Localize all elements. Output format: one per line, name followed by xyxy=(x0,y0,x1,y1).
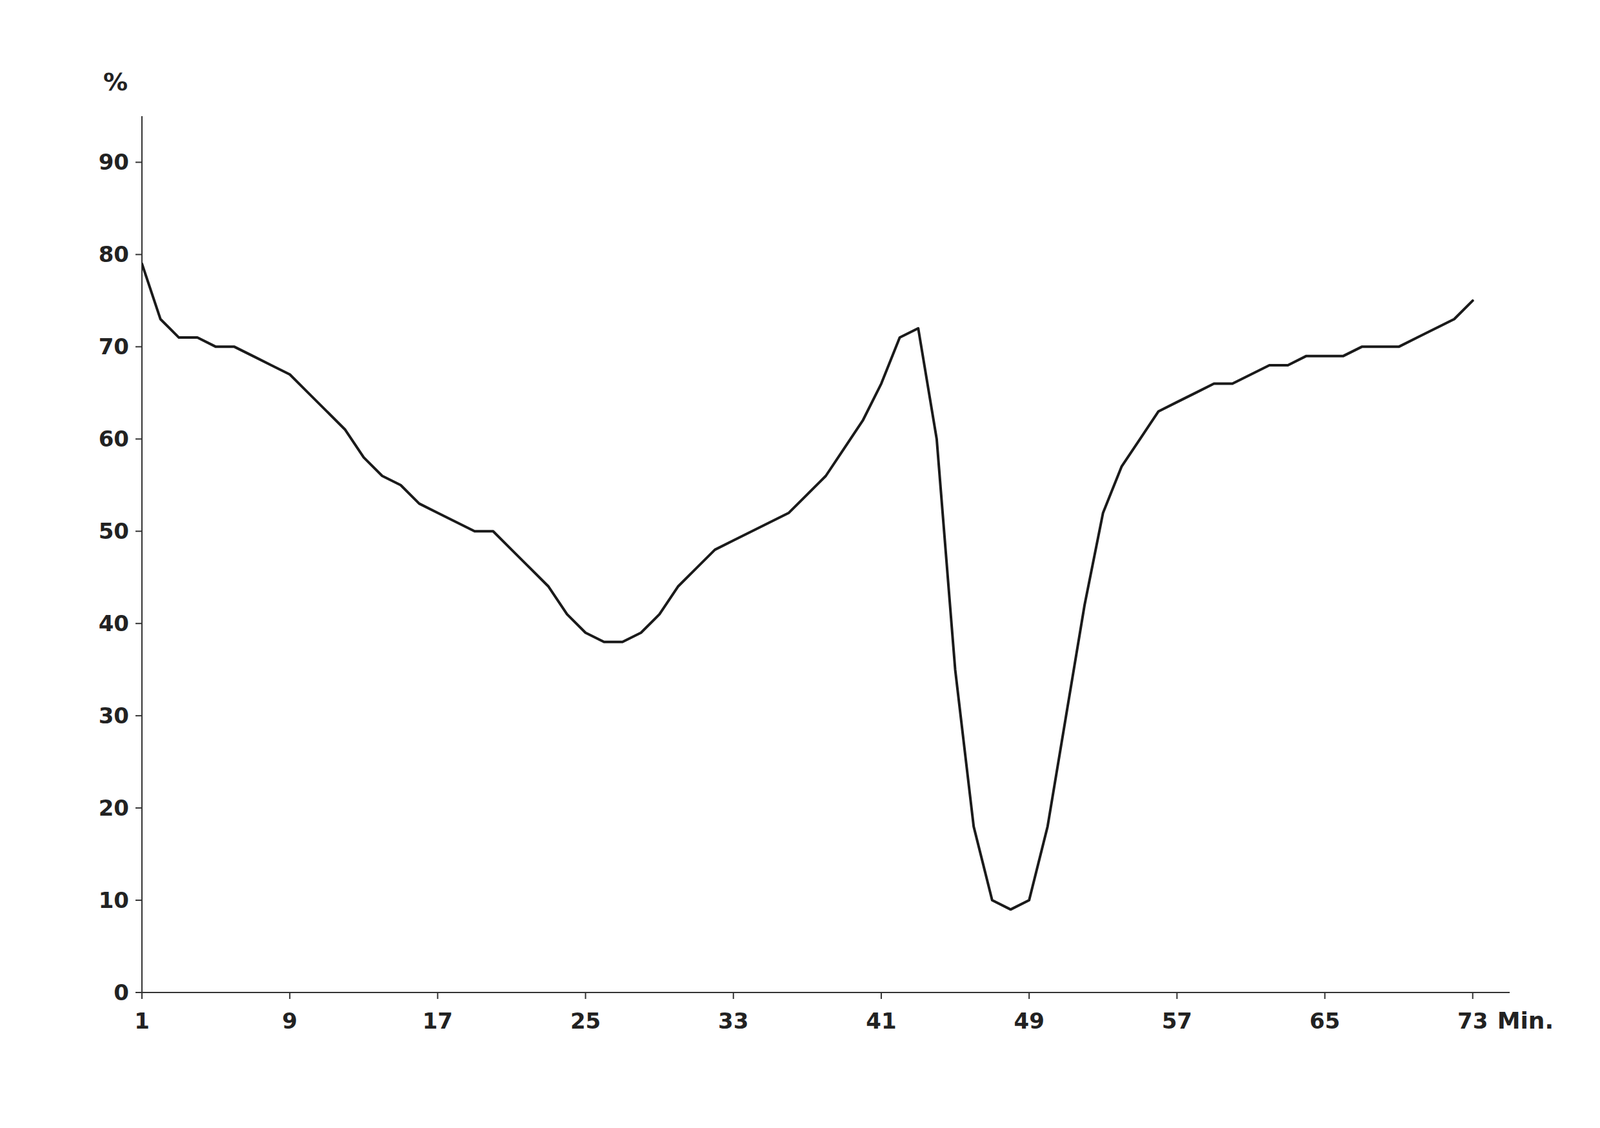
axes: 1 9 17 25 33 41 49 57 65 73 0 10 20 30 40 50 60 70 80 90 xyxy=(98,116,1510,1034)
x-tick-label: 33 xyxy=(718,1007,749,1034)
y-tick xyxy=(135,807,142,809)
x-tick xyxy=(141,992,143,999)
y-tick-label: 40 xyxy=(98,610,130,637)
x-tick xyxy=(880,992,882,999)
y-tick-label: 70 xyxy=(98,333,130,360)
y-tick xyxy=(135,991,142,993)
x-tick-label: 25 xyxy=(570,1007,601,1034)
y-tick xyxy=(135,899,142,901)
x-tick xyxy=(436,992,439,999)
y-tick-label: 30 xyxy=(98,702,130,729)
y-tick-label: 60 xyxy=(98,425,130,452)
chart-svg: 1 9 17 25 33 41 49 57 65 73 0 10 20 30 40 50 60 70 80 90 Min… xyxy=(0,0,1600,1128)
background xyxy=(0,0,1600,1128)
x-tick-label: 49 xyxy=(1013,1007,1044,1034)
plot-area xyxy=(141,263,1473,910)
x-tick-label: 17 xyxy=(422,1007,453,1034)
x-tick xyxy=(1324,992,1326,999)
data-line xyxy=(141,263,1473,910)
y-tick xyxy=(135,345,142,348)
x-tick xyxy=(1028,992,1030,999)
y-tick xyxy=(135,714,142,717)
y-tick-label: 90 xyxy=(98,149,130,175)
x-axis-line xyxy=(141,991,1510,993)
x-tick-label: 9 xyxy=(281,1007,298,1034)
chart-container: 1 9 17 25 33 41 49 57 65 73 0 10 20 30 40 50 60 70 80 90 Min… xyxy=(0,0,1600,1128)
x-tick xyxy=(732,992,735,999)
y-tick xyxy=(135,161,142,163)
y-tick xyxy=(135,622,142,624)
x-tick xyxy=(289,992,291,999)
x-tick xyxy=(1472,992,1474,999)
y-tick-label: 0 xyxy=(113,979,130,1006)
y-tick xyxy=(135,253,142,255)
x-tick xyxy=(1176,992,1178,999)
x-tick-label: 41 xyxy=(865,1007,897,1034)
y-tick-label: 20 xyxy=(98,794,130,821)
y-tick xyxy=(135,530,142,532)
y-tick-label: 80 xyxy=(98,241,130,268)
y-tick-label: 10 xyxy=(98,887,130,913)
x-tick-label: 73 xyxy=(1457,1007,1488,1034)
x-tick-label: 57 xyxy=(1161,1007,1193,1034)
x-tick xyxy=(585,992,587,999)
x-tick-label: 1 xyxy=(134,1007,150,1034)
y-tick xyxy=(135,438,142,440)
y-axis-line xyxy=(141,116,143,993)
x-tick-label: 65 xyxy=(1309,1007,1340,1034)
y-axis-label: % xyxy=(103,67,128,97)
y-tick-label: 50 xyxy=(98,518,130,544)
x-axis-label: Min. xyxy=(1497,1007,1554,1034)
